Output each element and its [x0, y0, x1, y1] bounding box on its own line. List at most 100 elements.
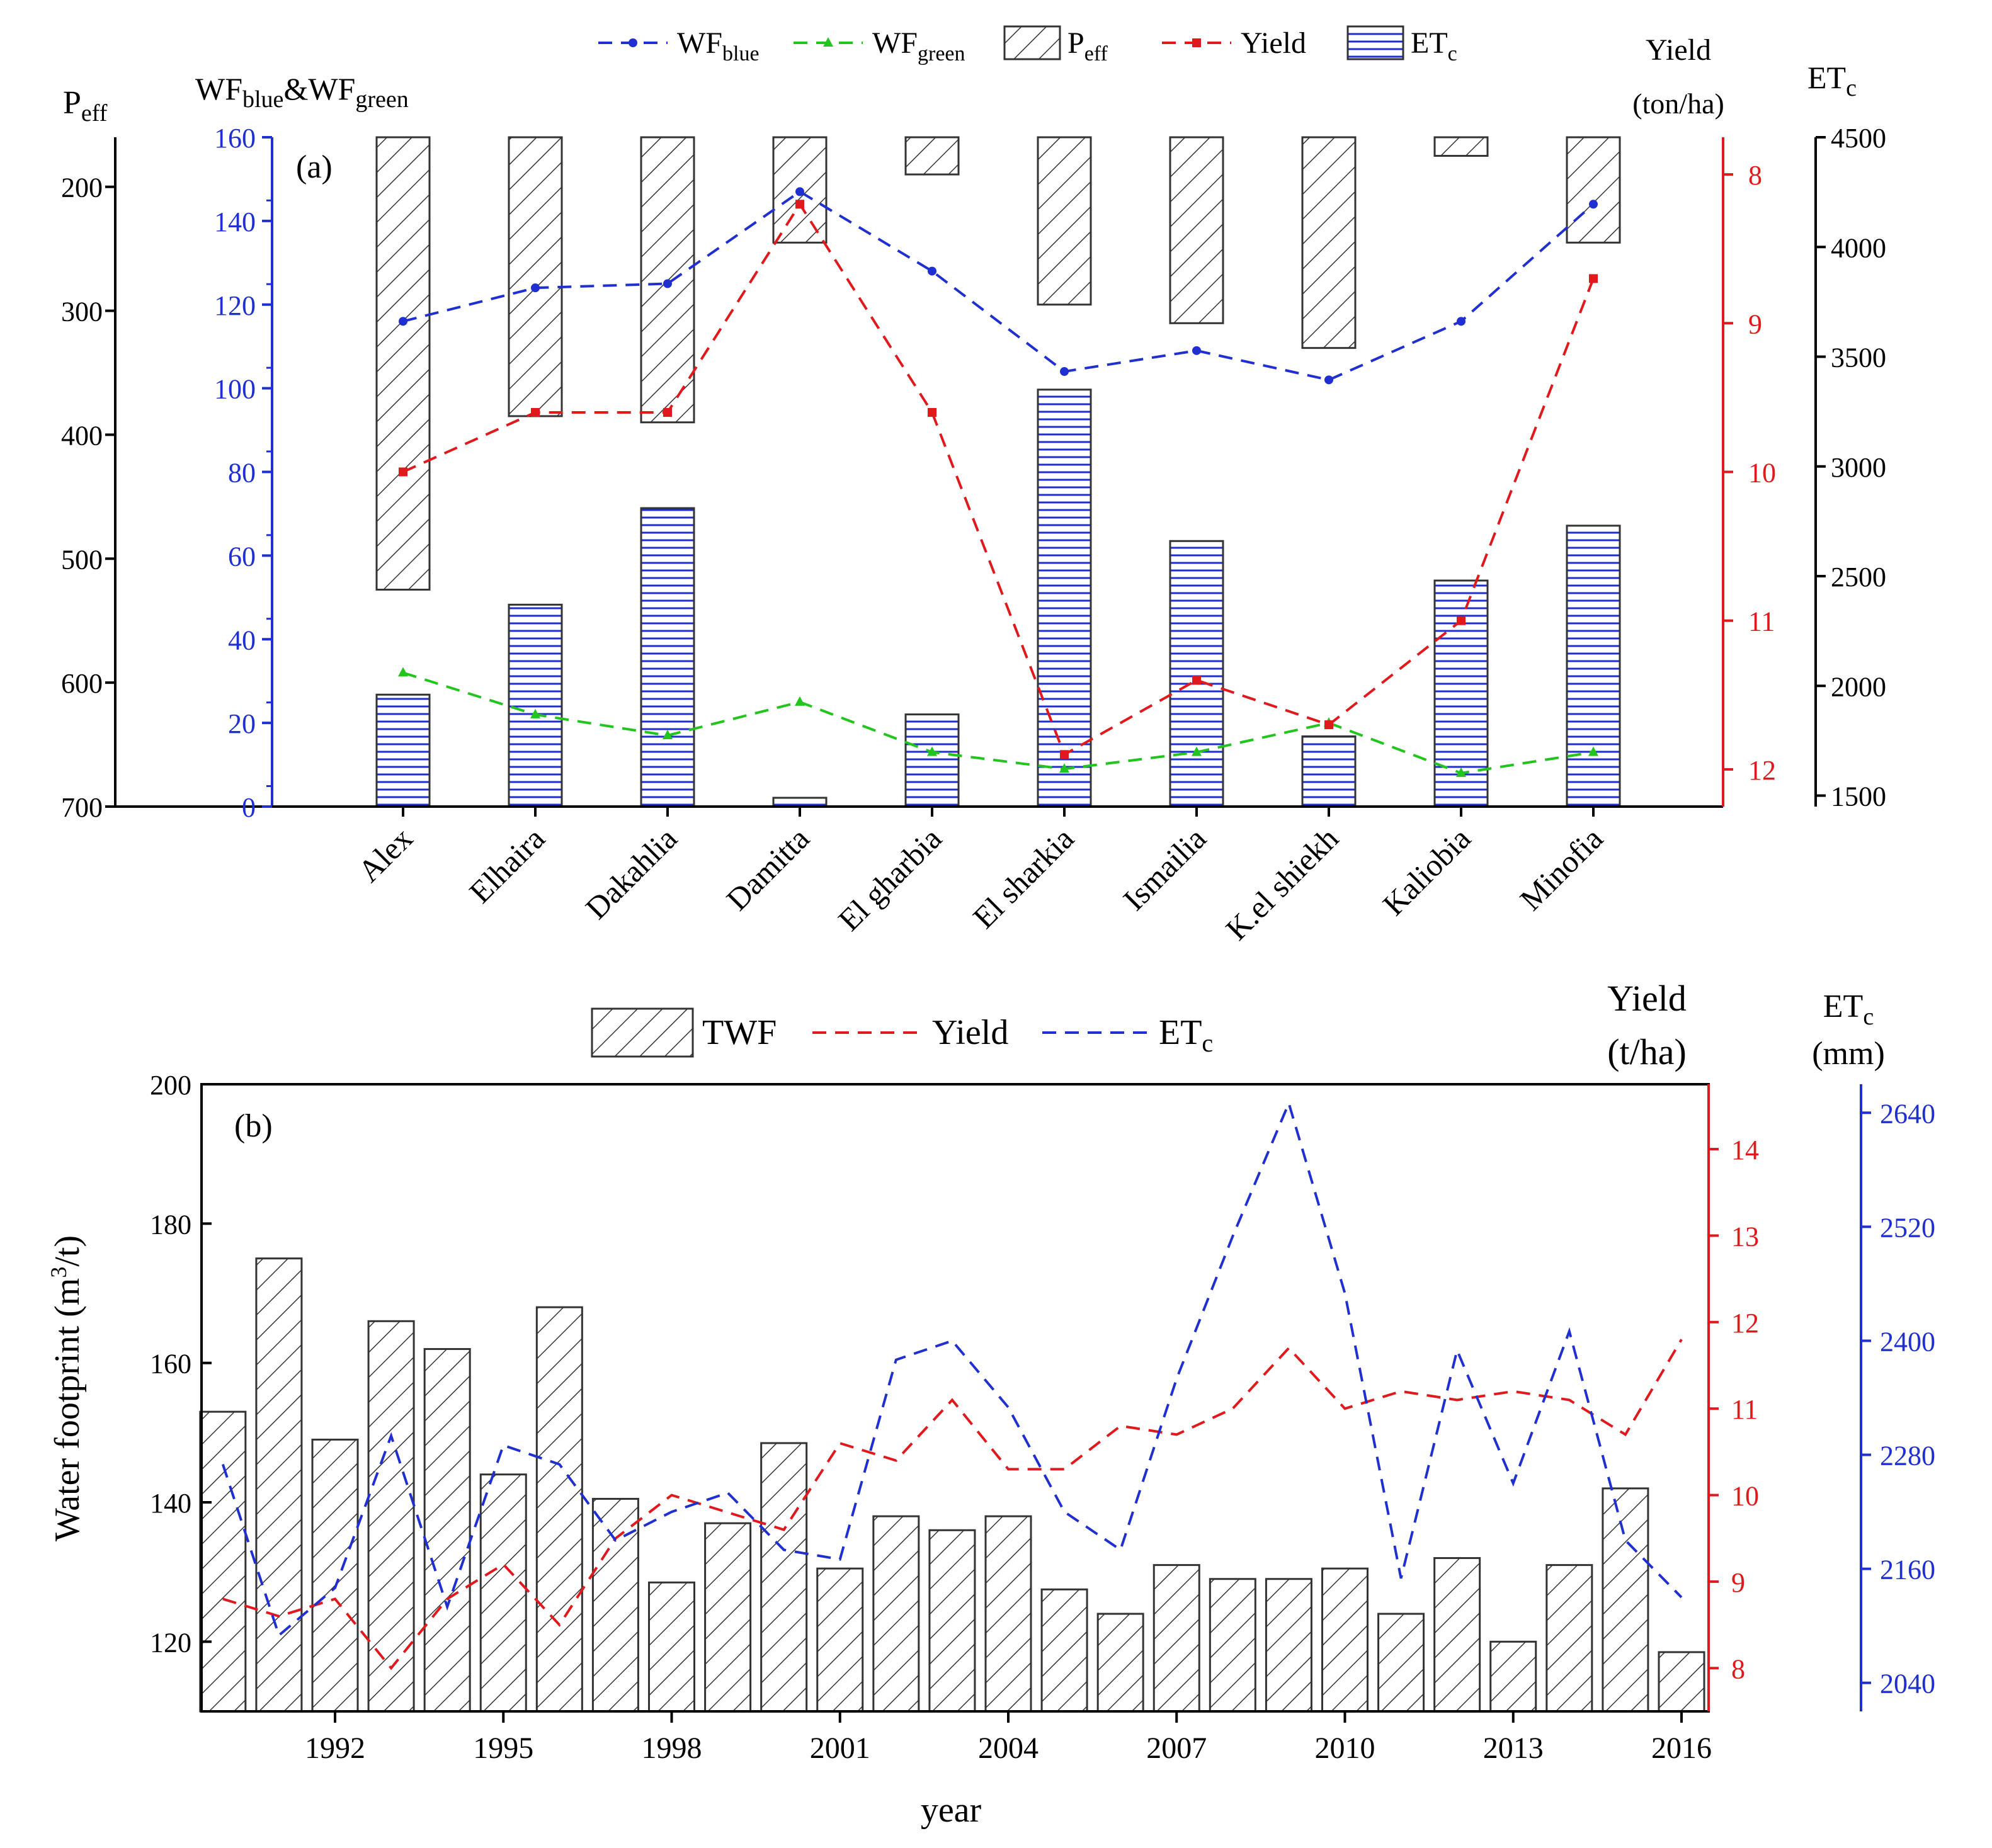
x-axis-title-b: year: [921, 1791, 982, 1830]
twf-bar: [1602, 1487, 1649, 1713]
twf-bar: [928, 1529, 976, 1713]
category-label: Alex: [351, 820, 419, 888]
etc-axis-unit-b: (mm): [1812, 1036, 1885, 1072]
category-label: Kaliobia: [1375, 820, 1477, 922]
etc-bar: [1169, 540, 1224, 808]
twf-bar: [1040, 1588, 1088, 1713]
etc-tick-label-a: 1500: [1831, 781, 1886, 812]
yield-a-point: [1060, 750, 1069, 759]
peff-bar: [1037, 136, 1092, 306]
peff-bar: [1301, 136, 1357, 349]
wf-tick-label: 0: [242, 792, 256, 823]
wf-blue-point: [1324, 375, 1333, 385]
category-label: Minofia: [1513, 820, 1610, 917]
wf-blue-line: [402, 190, 1595, 382]
wf-green-point: [1588, 746, 1598, 756]
legend-label: Peff: [1067, 26, 1108, 65]
peff-bar: [1433, 136, 1489, 157]
yield-axis-unit-b: (t/ha): [1607, 1031, 1687, 1072]
twf-bar: [1209, 1578, 1256, 1713]
wf-blue-point: [531, 283, 540, 293]
twf-bar: [1265, 1578, 1312, 1713]
wf-axis-title: WFblue&WFgreen: [195, 71, 409, 113]
etc-tick-label-a: 3000: [1831, 452, 1886, 483]
etc-axis-title-a: ETc: [1807, 60, 1857, 101]
twf-bar: [311, 1438, 359, 1713]
wf-blue-point: [1457, 317, 1466, 326]
wf-tick-label: 120: [214, 290, 256, 321]
twf-bar: [1489, 1640, 1537, 1713]
etc-tick-label-b: 2160: [1880, 1555, 1935, 1585]
wf-green-point: [1192, 746, 1202, 756]
peff-bar: [1566, 136, 1621, 244]
legend-label: Yield: [932, 1013, 1008, 1052]
yield-tick-label-b: 12: [1731, 1308, 1759, 1339]
twf-bar: [1153, 1564, 1200, 1713]
legend-label: WFblue: [677, 26, 760, 65]
yield-tick-label-b: 14: [1731, 1135, 1759, 1165]
yield-a-point: [1192, 676, 1201, 685]
legend-marker: [629, 38, 637, 47]
etc-bar: [772, 796, 828, 808]
year-tick-label: 1992: [305, 1732, 365, 1765]
twf-tick-label: 200: [150, 1070, 191, 1101]
twf-bar: [760, 1442, 808, 1713]
twf-axis-title: Water footprint (m3/t): [46, 1235, 87, 1541]
yield-a-point: [663, 408, 672, 417]
etc-bar: [1566, 524, 1621, 808]
wf-green-point: [663, 730, 673, 740]
peff-bar: [1169, 136, 1224, 324]
panel-a-tag: (a): [296, 149, 333, 185]
category-label: El sharkia: [966, 820, 1081, 935]
peff-axis-title: Peff: [63, 85, 108, 127]
legend-label: Yield: [1241, 26, 1306, 60]
category-label: Elhaira: [462, 820, 552, 910]
legend-label: WFgreen: [872, 26, 965, 65]
peff-tick-label: 700: [61, 792, 103, 823]
category-label: El gharbia: [831, 820, 948, 938]
yield-tick-label-b: 9: [1731, 1567, 1745, 1598]
category-label: Damitta: [719, 820, 816, 917]
peff-bar: [508, 136, 563, 417]
yield-tick-label-a: 10: [1748, 458, 1776, 489]
twf-bar: [1433, 1557, 1481, 1713]
twf-tick-label: 120: [150, 1627, 191, 1658]
yield-a-point: [795, 200, 804, 209]
yield-tick-label-a: 11: [1748, 606, 1775, 637]
etc-tick-label-a: 2500: [1831, 562, 1886, 592]
etc-bar: [375, 693, 431, 808]
etc-tick-label-a: 2000: [1831, 671, 1886, 702]
wf-tick-label: 100: [214, 374, 256, 405]
twf-bar: [479, 1473, 527, 1713]
twf-bar: [423, 1348, 471, 1713]
chart-panel-a: 200 300 400 500 600 700 0 20 40 60 80 100 120 140 160 8…: [61, 25, 1886, 947]
wf-blue-point: [1060, 367, 1069, 377]
legend-label: ETc: [1159, 1013, 1213, 1057]
twf-bar: [255, 1257, 303, 1713]
wf-blue-point: [1589, 200, 1598, 209]
twf-bar: [1377, 1613, 1425, 1713]
yield-a-point: [1457, 616, 1466, 625]
twf-bar: [1658, 1651, 1705, 1713]
wf-green-point: [530, 708, 540, 718]
yield-a-point: [1589, 274, 1598, 283]
peff-bar: [375, 136, 431, 591]
legend-b: TWF Yield ETc: [591, 1007, 1213, 1058]
legend-label: ETc: [1411, 26, 1457, 65]
etc-tick-label-a: 4000: [1831, 232, 1886, 263]
yield-tick-label-b: 8: [1731, 1653, 1745, 1684]
twf-bar: [984, 1515, 1032, 1713]
peff-tick-label: 200: [61, 173, 103, 203]
wf-green-point: [927, 746, 937, 756]
etc-tick-label-b: 2040: [1880, 1669, 1935, 1699]
twf-tick-label: 160: [150, 1349, 191, 1380]
etc-axis-title-b: ETc: [1823, 989, 1874, 1030]
peff-bar: [904, 136, 960, 176]
wf-blue-point: [399, 317, 407, 326]
twf-bar: [1096, 1613, 1144, 1713]
wf-tick-label: 60: [228, 541, 256, 572]
etc-bar: [1037, 388, 1092, 808]
year-tick-label: 2010: [1315, 1732, 1375, 1765]
yield-axis-unit-a: (ton/ha): [1632, 88, 1724, 120]
yield-tick-label-a: 12: [1748, 755, 1776, 786]
